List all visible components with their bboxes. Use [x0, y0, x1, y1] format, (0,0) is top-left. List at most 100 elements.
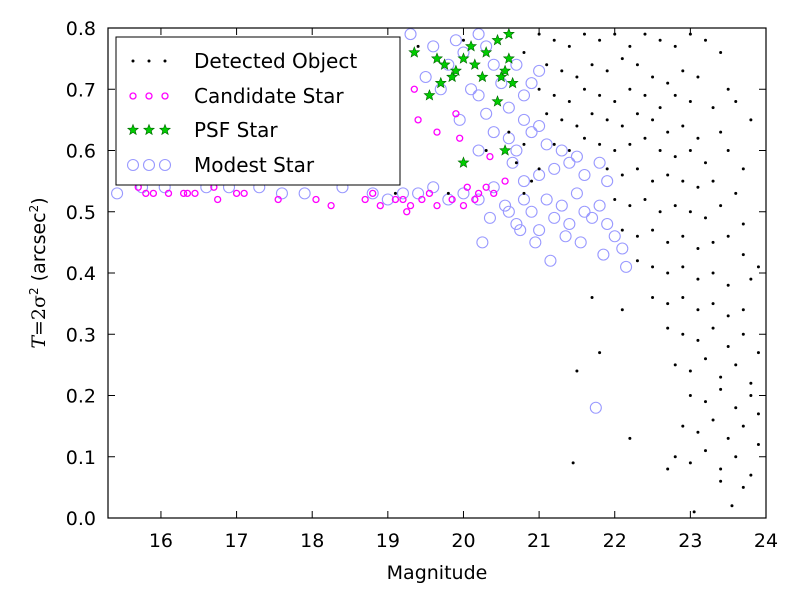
dot-point-13	[545, 63, 549, 67]
open-circle-point-16	[472, 193, 485, 206]
x-axis-label: Magnitude	[387, 562, 488, 584]
y-tick-label-4: 0.4	[66, 263, 96, 285]
dot-point-49	[719, 130, 723, 134]
series-dot	[325, 32, 760, 514]
series-open-circle	[111, 28, 633, 414]
series-ring	[134, 85, 509, 216]
dot-point-158	[537, 167, 541, 171]
star-point-20	[446, 70, 459, 83]
open-circle-point-19	[510, 217, 523, 231]
star-point-2	[438, 58, 451, 70]
open-circle-point-37	[559, 230, 572, 243]
dot-point-99	[749, 277, 753, 281]
ring-point-34	[183, 189, 192, 198]
ring-point-16	[406, 201, 415, 210]
open-circle-point-10	[381, 193, 394, 206]
dot-point-123	[734, 406, 738, 410]
open-circle-point-76	[487, 126, 500, 139]
ring-point-10	[312, 195, 320, 204]
dot-point-145	[628, 436, 632, 440]
dot-point-9	[673, 44, 677, 48]
open-circle-point-31	[601, 217, 614, 231]
legend-marker-ring-0	[129, 92, 137, 100]
dot-point-36	[711, 106, 715, 110]
ring-point-4	[191, 189, 199, 198]
open-circle-point-55	[510, 144, 523, 157]
open-circle-point-25	[555, 199, 568, 212]
y-axis-label-exp2: 2	[27, 205, 41, 213]
dot-point-125	[756, 412, 760, 416]
legend-label-candidate: Candidate Star	[194, 84, 344, 108]
open-circle-point-51	[570, 150, 583, 163]
dot-point-137	[749, 473, 753, 477]
open-circle-point-13	[427, 181, 440, 194]
open-circle-point-21	[525, 205, 538, 218]
dot-point-47	[681, 124, 685, 128]
dot-point-76	[658, 210, 662, 214]
y-tick-label-8: 0.8	[66, 18, 96, 40]
dot-point-60	[688, 149, 692, 152]
dot-point-45	[651, 118, 655, 122]
ring-point-24	[482, 183, 490, 191]
dot-point-40	[575, 124, 579, 128]
open-circle-point-38	[544, 254, 557, 267]
open-circle-point-39	[529, 236, 542, 249]
y-tick-label-6: 0.6	[66, 141, 96, 163]
dot-point-113	[756, 351, 760, 355]
dot-point-161	[522, 191, 526, 195]
dot-point-119	[749, 381, 753, 385]
y-tick-label-5: 0.5	[66, 202, 96, 224]
open-circle-point-22	[533, 224, 546, 237]
dot-point-33	[658, 106, 662, 110]
open-circle-point-33	[616, 242, 629, 255]
dot-point-88	[711, 240, 715, 244]
ring-point-21	[459, 201, 468, 210]
dot-point-2	[567, 44, 571, 48]
dot-point-124	[749, 394, 753, 397]
dot-point-140	[590, 296, 594, 299]
dot-point-43	[620, 124, 624, 128]
open-circle-point-17	[487, 181, 500, 194]
dot-point-110	[711, 326, 715, 330]
open-circle-point-83	[453, 113, 466, 126]
dot-point-116	[703, 357, 707, 361]
ring-point-2	[149, 189, 158, 198]
open-circle-point-77	[472, 89, 485, 102]
dot-point-7	[643, 32, 647, 36]
legend-label-psf: PSF Star	[194, 118, 278, 142]
dot-point-68	[666, 173, 670, 177]
open-circle-point-46	[548, 162, 561, 175]
open-circle-point-18	[502, 205, 515, 218]
ring-point-27	[414, 116, 422, 124]
dot-point-46	[666, 130, 670, 134]
dot-point-103	[696, 308, 700, 312]
legend-marker-star-2	[158, 123, 172, 136]
star-point-11	[502, 52, 515, 64]
open-circle-point-29	[585, 211, 599, 224]
dot-point-112	[741, 332, 745, 336]
dot-point-106	[741, 308, 745, 312]
open-circle-point-49	[593, 156, 606, 169]
dot-point-75	[643, 198, 647, 201]
dot-point-107	[666, 326, 670, 330]
dot-point-111	[726, 345, 730, 348]
dot-point-142	[575, 369, 579, 373]
dot-point-42	[605, 118, 609, 122]
open-circle-point-69	[449, 34, 462, 47]
dot-point-91	[756, 265, 760, 269]
dot-point-141	[620, 308, 624, 312]
dot-point-52	[567, 149, 571, 152]
dot-point-41	[590, 112, 594, 116]
y-tick-label-3: 0.3	[66, 324, 96, 346]
open-circle-point-11	[396, 187, 410, 200]
y-axis-label-formula: =2σ	[28, 295, 50, 336]
open-circle-point-67	[472, 28, 485, 41]
dot-point-10	[688, 32, 692, 36]
open-circle-point-30	[593, 199, 606, 212]
dot-point-30	[613, 100, 617, 103]
dot-point-18	[620, 57, 624, 61]
legend-markers	[126, 59, 172, 172]
dot-point-39	[560, 118, 564, 122]
open-circle-point-14	[442, 193, 455, 206]
dot-point-86	[681, 234, 685, 238]
